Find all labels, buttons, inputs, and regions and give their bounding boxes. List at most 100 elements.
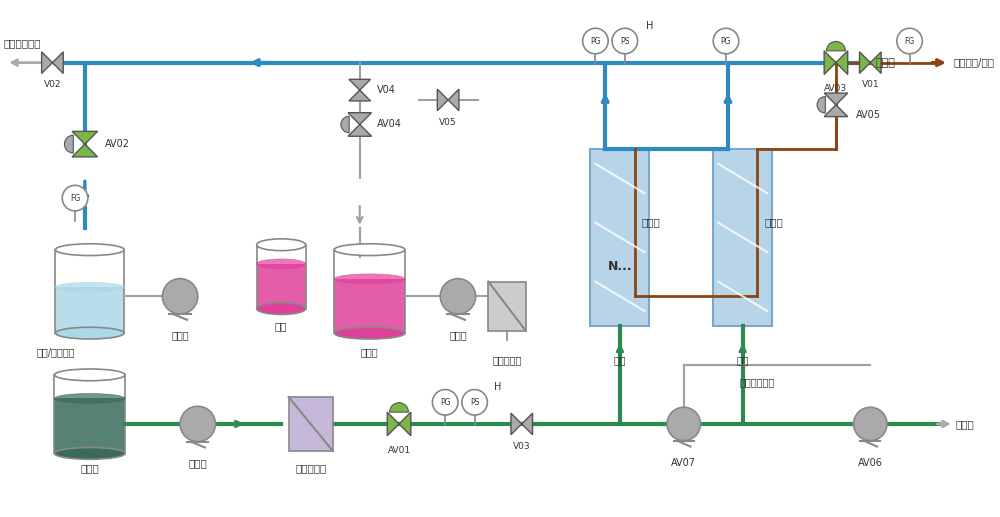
Bar <box>590 149 649 326</box>
Wedge shape <box>817 97 825 113</box>
Circle shape <box>162 279 198 314</box>
Text: 清洗泵: 清洗泵 <box>449 331 467 341</box>
Circle shape <box>583 28 608 54</box>
Ellipse shape <box>54 369 125 381</box>
Text: 原水筱: 原水筱 <box>80 463 99 473</box>
Text: 产水/反洗水筱: 产水/反洗水筱 <box>36 347 75 357</box>
Text: N...: N... <box>608 261 632 273</box>
Text: PG: PG <box>590 37 601 45</box>
Text: 原液: 原液 <box>614 355 626 365</box>
Polygon shape <box>836 51 848 74</box>
Polygon shape <box>348 113 372 125</box>
Circle shape <box>62 186 88 211</box>
Ellipse shape <box>334 274 405 284</box>
Ellipse shape <box>257 259 306 269</box>
Polygon shape <box>72 144 98 157</box>
Bar <box>488 282 526 331</box>
Bar <box>257 245 306 309</box>
Text: 浓水回流/排放: 浓水回流/排放 <box>954 57 995 68</box>
Circle shape <box>440 279 476 314</box>
Ellipse shape <box>257 302 306 314</box>
Ellipse shape <box>54 448 125 459</box>
Wedge shape <box>341 116 349 133</box>
Circle shape <box>854 407 887 440</box>
Text: AV04: AV04 <box>376 119 401 129</box>
Polygon shape <box>42 52 52 73</box>
Text: AV01: AV01 <box>387 446 411 454</box>
Ellipse shape <box>334 327 405 339</box>
Ellipse shape <box>54 393 125 403</box>
Text: H: H <box>494 382 501 392</box>
Text: AV07: AV07 <box>671 458 696 468</box>
Polygon shape <box>522 413 533 435</box>
Bar <box>289 397 333 451</box>
Text: 保安过滤器: 保安过滤器 <box>295 463 326 473</box>
Polygon shape <box>824 105 848 117</box>
Polygon shape <box>399 412 411 436</box>
Ellipse shape <box>257 239 306 251</box>
Polygon shape <box>511 413 522 435</box>
Polygon shape <box>349 90 371 101</box>
Polygon shape <box>870 52 881 73</box>
Polygon shape <box>448 89 459 111</box>
Polygon shape <box>72 131 98 144</box>
Text: AV03: AV03 <box>824 84 848 93</box>
Text: 清洗筱: 清洗筱 <box>361 347 378 357</box>
Text: 原水泵: 原水泵 <box>188 458 207 468</box>
Wedge shape <box>64 135 73 153</box>
Bar <box>55 287 124 333</box>
Bar <box>334 250 405 333</box>
Text: V04: V04 <box>376 85 395 95</box>
Bar <box>55 250 124 333</box>
Text: 清洗过滤器: 清洗过滤器 <box>492 355 522 365</box>
Bar <box>257 264 306 309</box>
Polygon shape <box>824 93 848 105</box>
Polygon shape <box>860 52 870 73</box>
Bar <box>54 399 125 453</box>
Text: 超滤液: 超滤液 <box>875 57 895 68</box>
Text: PG: PG <box>721 37 731 45</box>
Polygon shape <box>52 52 63 73</box>
Text: PS: PS <box>620 37 630 45</box>
Text: 药筱: 药筱 <box>275 321 287 331</box>
Ellipse shape <box>55 282 124 292</box>
Bar <box>334 279 405 333</box>
Bar <box>713 149 772 326</box>
Text: V05: V05 <box>439 117 457 127</box>
Circle shape <box>432 390 458 415</box>
Circle shape <box>462 390 487 415</box>
Polygon shape <box>387 412 399 436</box>
Circle shape <box>667 407 700 440</box>
Ellipse shape <box>334 244 405 255</box>
Wedge shape <box>390 403 408 412</box>
Polygon shape <box>349 79 371 90</box>
Polygon shape <box>437 89 448 111</box>
Circle shape <box>713 28 739 54</box>
Text: 排放口: 排放口 <box>956 419 974 429</box>
Text: H: H <box>646 21 653 32</box>
Text: 浓缩液: 浓缩液 <box>764 218 783 227</box>
Ellipse shape <box>55 327 124 339</box>
Text: 无油压缩空气: 无油压缩空气 <box>740 377 775 387</box>
Text: V02: V02 <box>44 80 61 89</box>
Text: AV06: AV06 <box>858 458 883 468</box>
Bar <box>54 375 125 453</box>
Ellipse shape <box>55 244 124 255</box>
Text: AV05: AV05 <box>856 110 881 119</box>
Polygon shape <box>348 125 372 136</box>
Circle shape <box>180 406 215 442</box>
Circle shape <box>612 28 638 54</box>
Polygon shape <box>824 51 836 74</box>
Circle shape <box>897 28 922 54</box>
Text: 原液: 原液 <box>736 355 749 365</box>
Text: FG: FG <box>70 194 80 203</box>
Text: PG: PG <box>440 398 450 407</box>
Text: AV02: AV02 <box>104 139 129 149</box>
Text: V03: V03 <box>513 442 531 451</box>
Text: PS: PS <box>470 398 479 407</box>
Text: FG: FG <box>904 37 915 45</box>
Text: V01: V01 <box>861 80 879 89</box>
Text: 不合格水排放: 不合格水排放 <box>3 38 41 48</box>
Wedge shape <box>827 41 845 51</box>
Text: 反洗泵: 反洗泵 <box>171 331 189 341</box>
